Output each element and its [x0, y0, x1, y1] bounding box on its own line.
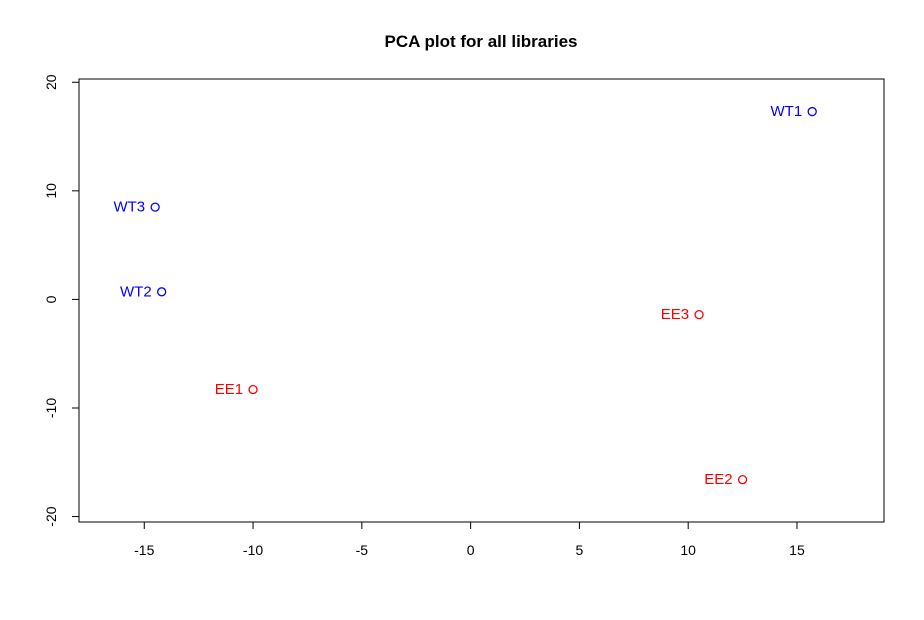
y-tick-label: 0: [43, 295, 59, 303]
point-label-ee3: EE3: [661, 306, 689, 323]
point-marker-wt2: [157, 287, 167, 297]
point-marker-wt3: [150, 202, 160, 212]
x-tick-label: -10: [243, 542, 263, 558]
x-tick-label: 0: [467, 542, 475, 558]
y-tick-label: -10: [43, 398, 59, 418]
y-tick-label: -20: [43, 506, 59, 526]
x-tick-label: 15: [789, 542, 805, 558]
point-label-ee2: EE2: [704, 471, 732, 488]
y-axis: -20 -10 0 10 20: [43, 74, 80, 527]
point-label-wt1: WT1: [771, 103, 803, 120]
data-points: WT1 WT3 WT2 EE3 EE1 EE2: [113, 103, 817, 488]
y-tick-label: 10: [43, 183, 59, 199]
x-tick-label: -15: [134, 542, 154, 558]
x-tick-label: -5: [356, 542, 369, 558]
x-tick-label: 5: [576, 542, 584, 558]
point-marker-ee1: [248, 384, 258, 395]
x-tick-label: 10: [680, 542, 696, 558]
y-tick-label: 20: [43, 74, 59, 90]
point-label-ee1: EE1: [215, 381, 243, 398]
chart-title: PCA plot for all libraries: [384, 32, 577, 51]
point-marker-ee3: [694, 309, 704, 320]
point-label-wt2: WT2: [120, 283, 152, 300]
x-axis: -15 -10 -5 0 5 10 15: [134, 521, 805, 558]
plot-frame: [78, 78, 885, 523]
point-label-wt3: WT3: [113, 199, 145, 216]
point-marker-ee2: [737, 475, 748, 485]
point-marker-wt1: [807, 106, 817, 117]
